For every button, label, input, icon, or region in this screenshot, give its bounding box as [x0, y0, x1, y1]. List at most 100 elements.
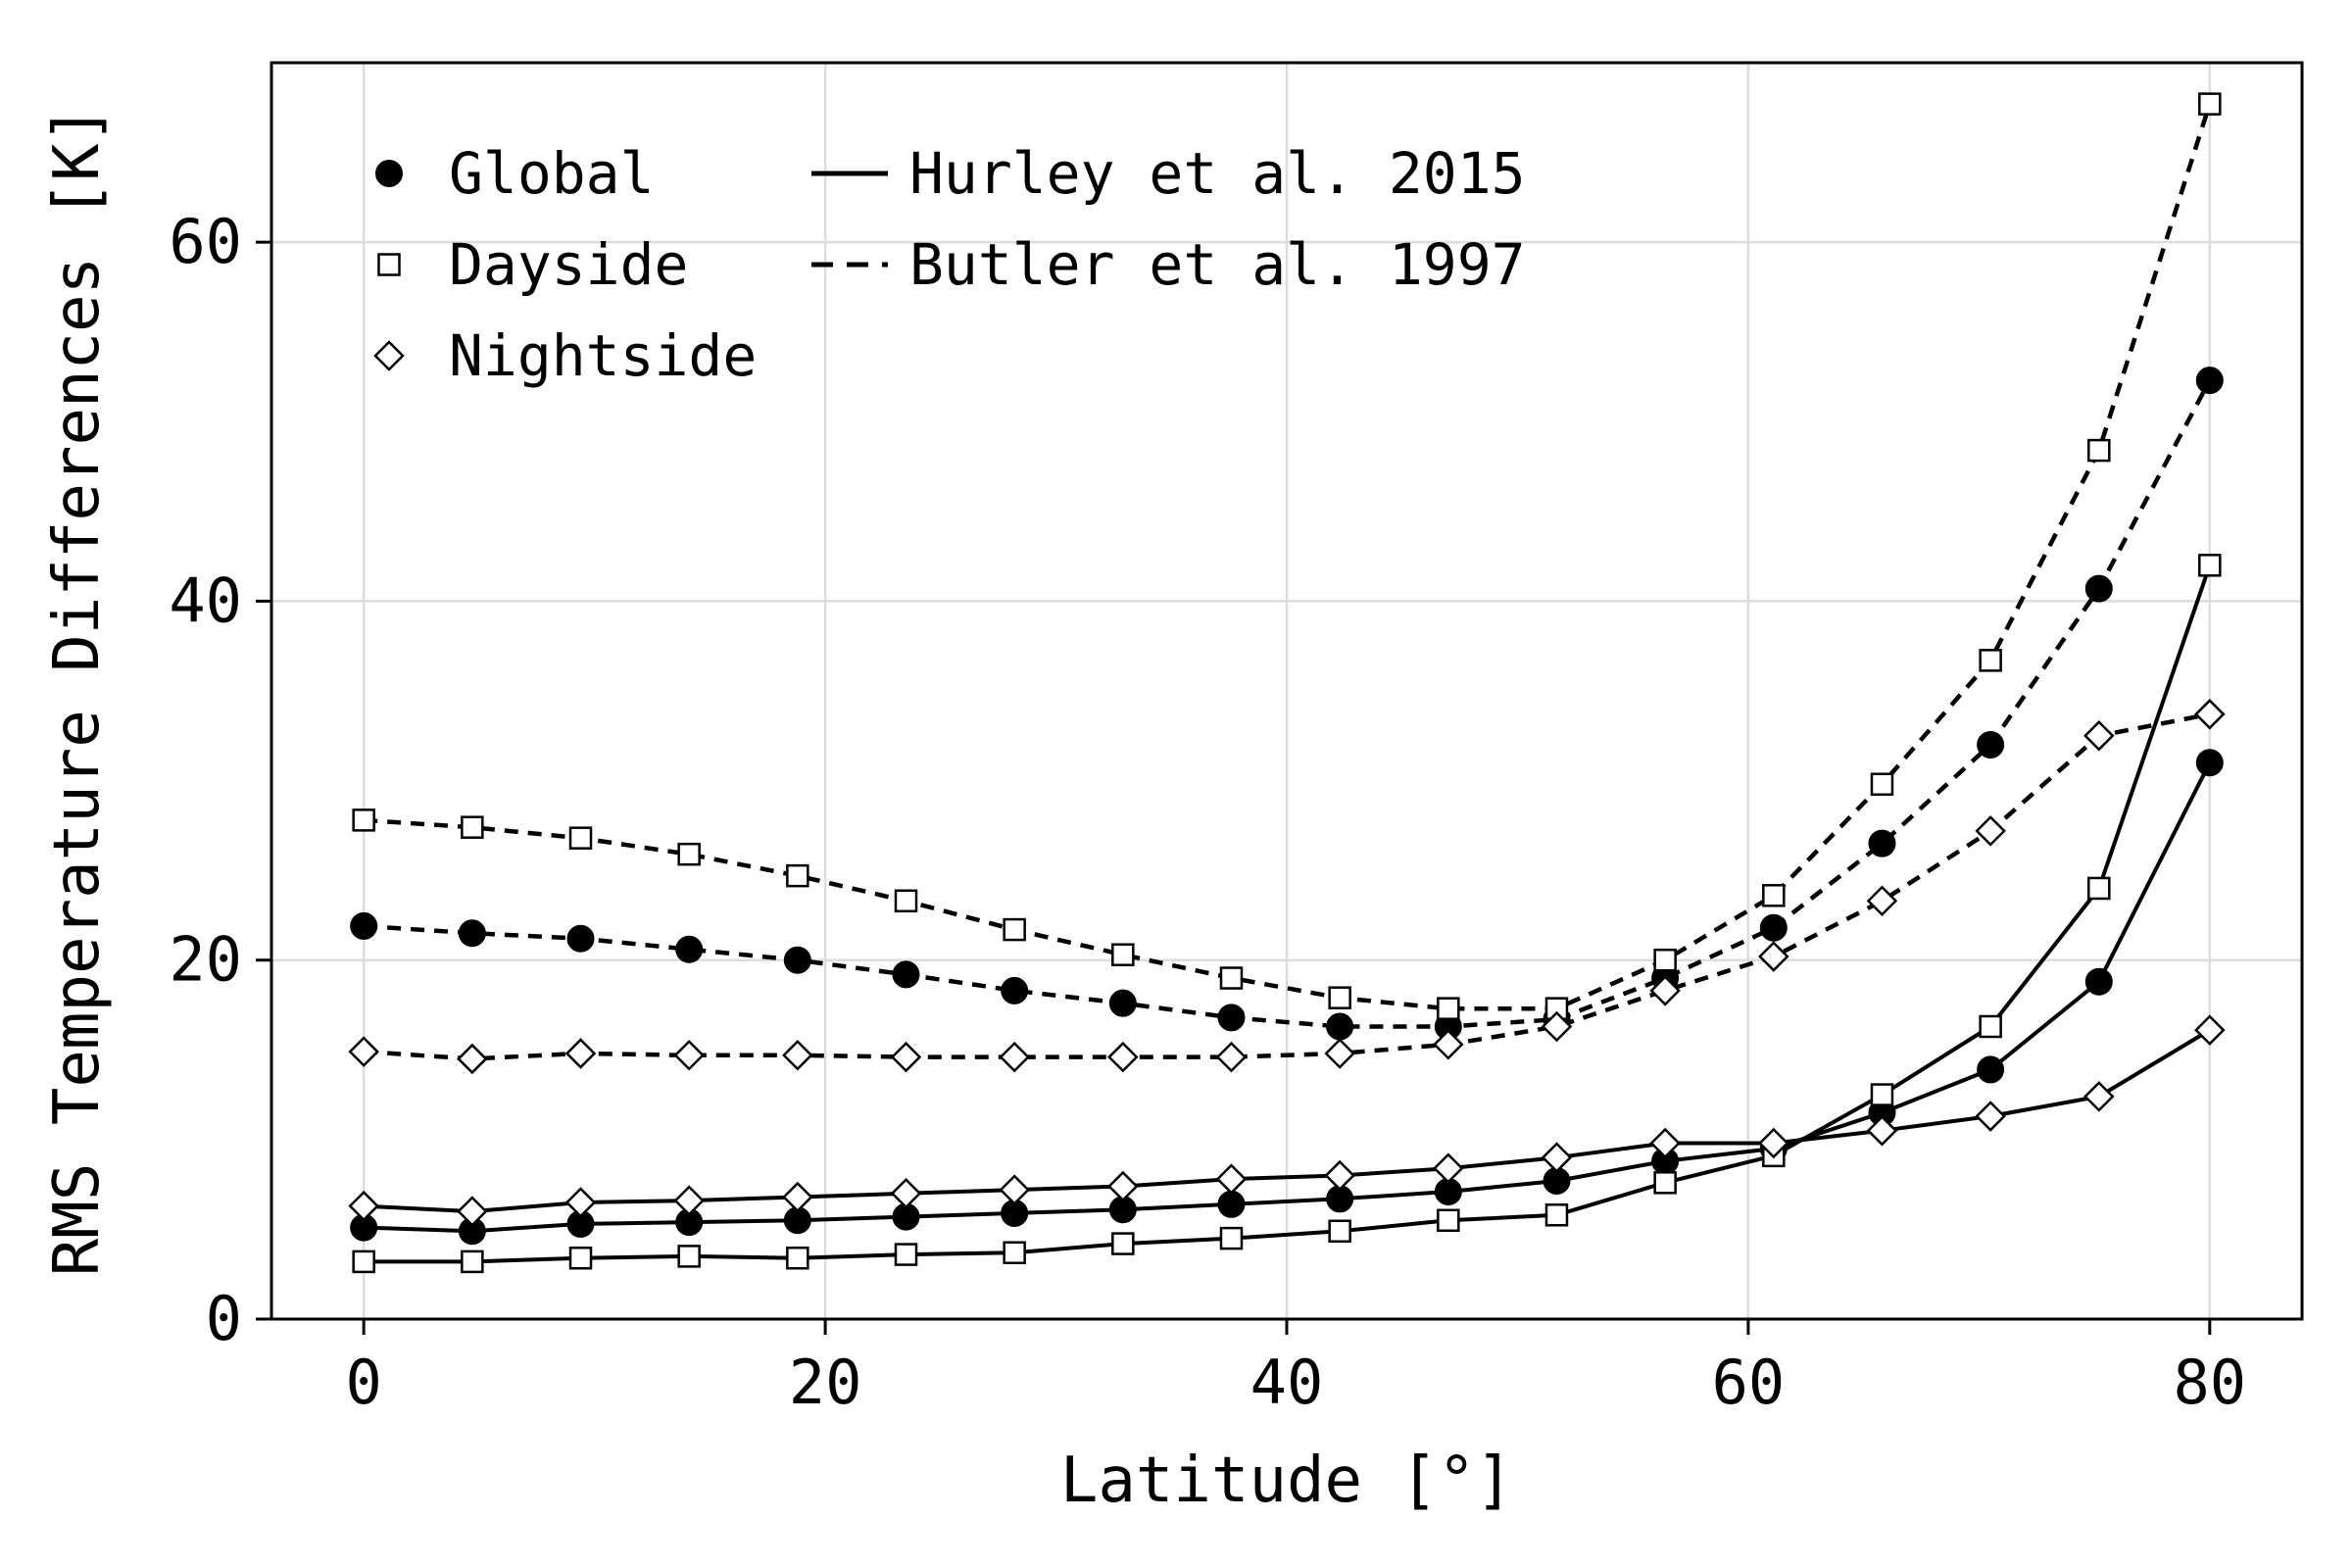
- square-marker: [1003, 1241, 1026, 1264]
- diamond-marker: [1649, 975, 1681, 1006]
- circle-marker: [350, 911, 378, 940]
- series-global-hurley: [350, 749, 2224, 1246]
- diamond-marker: [1866, 885, 1898, 917]
- circle-marker: [1868, 829, 1896, 858]
- diamond-marker: [1758, 1127, 1789, 1159]
- square-marker: [1870, 772, 1894, 796]
- circle-marker: [2195, 749, 2224, 777]
- diamond-marker: [564, 1187, 597, 1218]
- legend-item-nightside: Nightside: [373, 322, 757, 389]
- diamond-marker: [1975, 815, 2006, 847]
- diamond-marker: [1107, 1170, 1139, 1202]
- legend-item-global: Global: [375, 140, 655, 207]
- diamond-marker: [1541, 1010, 1573, 1043]
- diamond-marker: [673, 1185, 705, 1216]
- square-marker: [677, 842, 701, 866]
- diamond-marker: [457, 1043, 488, 1075]
- square-marker: [2087, 438, 2111, 463]
- square-marker: [352, 1250, 375, 1274]
- diamond-marker: [999, 1041, 1030, 1073]
- x-tick-label: 80: [2173, 1347, 2246, 1418]
- diamond-marker: [1866, 1114, 1898, 1147]
- diamond-marker: [2083, 720, 2115, 752]
- circle-marker: [2084, 574, 2113, 603]
- series-line: [364, 103, 2212, 1011]
- circle-marker: [892, 960, 920, 989]
- square-marker: [2198, 554, 2222, 577]
- circle-marker: [1977, 730, 2005, 759]
- circle-marker: [1108, 989, 1137, 1017]
- circle-marker: [783, 946, 811, 974]
- series-line: [364, 761, 2212, 1234]
- diamond-marker: [1758, 941, 1789, 972]
- diamond-marker: [2194, 1014, 2226, 1046]
- diamond-marker: [1541, 1142, 1573, 1173]
- diamond-marker: [673, 1040, 705, 1071]
- y-tick-label: 40: [169, 564, 242, 636]
- square-marker: [461, 1250, 484, 1274]
- diamond-marker: [999, 1174, 1030, 1205]
- axes: 0 20 40 60 80 0 20 40 60: [169, 206, 2246, 1418]
- diamond-marker: [782, 1181, 813, 1213]
- diamond-marker: [1649, 1127, 1681, 1159]
- square-marker: [377, 253, 401, 276]
- circle-marker: [2195, 367, 2224, 395]
- square-marker: [1653, 948, 1677, 972]
- legend-label: Dayside: [449, 231, 688, 298]
- diamond-marker: [782, 1040, 813, 1071]
- square-marker: [786, 863, 809, 888]
- square-marker: [568, 826, 593, 850]
- circle-marker: [1001, 976, 1029, 1004]
- legend: Global Dayside Nightside Hurley et al. 2015…: [373, 140, 1526, 389]
- diamond-marker: [2194, 699, 2226, 730]
- circle-marker: [566, 924, 595, 953]
- legend-label: Global: [449, 140, 655, 207]
- square-marker: [1003, 917, 1026, 942]
- square-marker: [2198, 92, 2222, 116]
- square-marker: [1219, 1226, 1244, 1250]
- y-tick-label: 60: [169, 206, 242, 277]
- diamond-marker: [1433, 1029, 1464, 1060]
- x-axis-label: Latitude [°]: [1060, 1445, 1513, 1517]
- diamond-marker: [1107, 1041, 1139, 1073]
- legend-label: Butler et al. 1997: [909, 231, 1526, 298]
- square-marker: [1762, 884, 1786, 907]
- diamond-marker: [2083, 1081, 2115, 1112]
- legend-item-line-1: Butler et al. 1997: [811, 231, 1526, 298]
- legend-label: Hurley et al. 2015: [909, 140, 1526, 207]
- square-marker: [1328, 986, 1351, 1009]
- square-marker: [786, 1246, 809, 1270]
- square-marker: [1111, 1232, 1135, 1255]
- square-marker: [1653, 1171, 1677, 1195]
- square-marker: [1979, 649, 2002, 672]
- circle-marker: [1217, 1190, 1246, 1218]
- square-marker: [1979, 1014, 2002, 1039]
- y-tick-label: 20: [169, 924, 242, 996]
- square-marker: [677, 1245, 701, 1268]
- square-marker: [2087, 876, 2111, 901]
- x-tick-label: 20: [789, 1347, 862, 1418]
- square-marker: [352, 808, 375, 832]
- square-marker: [1219, 966, 1244, 990]
- series-nightside-butler: [348, 699, 2226, 1075]
- series-line: [364, 711, 2211, 1061]
- square-marker: [1437, 1208, 1460, 1233]
- y-axis-label: RMS Temperature Differences [K]: [41, 106, 114, 1276]
- square-marker: [894, 889, 918, 913]
- legend-label: Nightside: [449, 322, 757, 389]
- circle-marker: [1326, 1012, 1354, 1041]
- diamond-marker: [348, 1036, 379, 1067]
- square-marker: [461, 815, 484, 839]
- series-dayside-hurley: [352, 554, 2222, 1274]
- square-marker: [1437, 997, 1460, 1020]
- x-tick-label: 40: [1250, 1347, 1324, 1418]
- square-marker: [568, 1246, 593, 1270]
- series-line: [364, 379, 2212, 1029]
- diamond-marker: [457, 1196, 488, 1227]
- circle-marker: [1759, 913, 1788, 942]
- square-marker: [1111, 943, 1135, 966]
- diamond-marker: [890, 1041, 922, 1073]
- series-line: [364, 564, 2212, 1264]
- square-marker: [1870, 1083, 1894, 1106]
